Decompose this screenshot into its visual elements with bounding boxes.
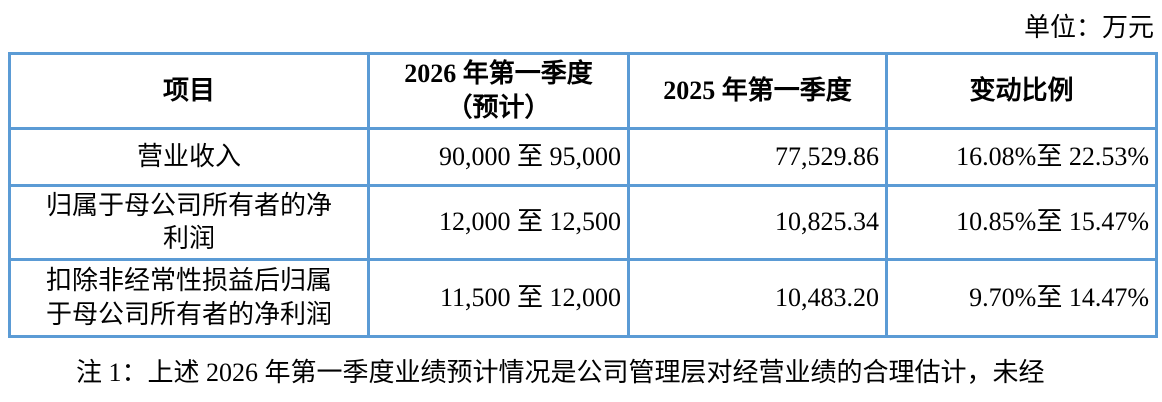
cell-prior-value: 10,825.34 <box>627 183 888 262</box>
performance-forecast-table: 项目 2026 年第一季度 （预计） 2025 年第一季度 变动比例 营业收入 … <box>8 52 1158 339</box>
unit-label: 单位：万元 <box>1023 13 1154 42</box>
table-row-deducted-net-profit: 扣除非经常性损益后归属 于母公司所有者的净利润 11,500 至 12,000 … <box>8 258 1158 339</box>
cell-change-ratio: 16.08%至 22.53% <box>885 126 1158 187</box>
cell-forecast-value: 12,000 至 12,500 <box>367 183 630 262</box>
cell-prior-value: 77,529.86 <box>627 126 888 187</box>
table-row-net-profit: 归属于母公司所有者的净 利润 12,000 至 12,500 10,825.34… <box>8 183 1158 262</box>
cell-item-label: 归属于母公司所有者的净 利润 <box>8 183 370 262</box>
col-header-item: 项目 <box>8 52 370 130</box>
cell-prior-value: 10,483.20 <box>627 258 888 339</box>
table-row-revenue: 营业收入 90,000 至 95,000 77,529.86 16.08%至 2… <box>8 126 1158 187</box>
footnote: 注 1：上述 2026 年第一季度业绩预计情况是公司管理层对经营业绩的合理估计，… <box>76 358 1045 387</box>
cell-forecast-value: 90,000 至 95,000 <box>367 126 630 187</box>
table-header-row: 项目 2026 年第一季度 （预计） 2025 年第一季度 变动比例 <box>8 52 1158 130</box>
cell-item-label: 营业收入 <box>8 126 370 187</box>
cell-item-label: 扣除非经常性损益后归属 于母公司所有者的净利润 <box>8 258 370 339</box>
col-header-2025: 2025 年第一季度 <box>627 52 888 130</box>
cell-change-ratio: 9.70%至 14.47% <box>885 258 1158 339</box>
cell-forecast-value: 11,500 至 12,000 <box>367 258 630 339</box>
cell-change-ratio: 10.85%至 15.47% <box>885 183 1158 262</box>
col-header-2026-forecast: 2026 年第一季度 （预计） <box>367 52 630 130</box>
col-header-change-ratio: 变动比例 <box>885 52 1158 130</box>
